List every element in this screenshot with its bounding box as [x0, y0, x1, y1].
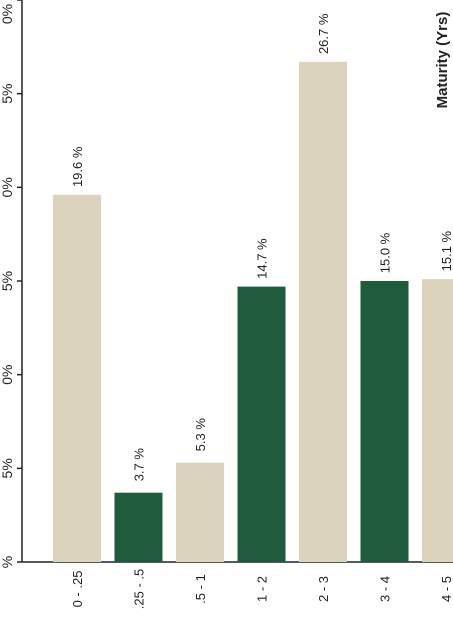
- category-label: 4 - 5: [439, 576, 453, 602]
- data-label: 5.3 %: [193, 418, 208, 452]
- bar: [299, 61, 347, 562]
- bar: [176, 462, 224, 562]
- data-label: 26.7 %: [316, 13, 331, 54]
- value-tick-label: %: [0, 556, 15, 568]
- category-label: 0 - .25: [70, 571, 85, 608]
- value-tick-label: 0%: [0, 4, 15, 24]
- category-label: 3 - 4: [378, 576, 393, 602]
- value-tick-label: 5%: [0, 458, 15, 478]
- bar: [53, 194, 101, 562]
- value-tick-label: 0%: [0, 177, 15, 197]
- category-label: 1 - 2: [255, 576, 270, 602]
- data-label: 15.1 %: [439, 230, 453, 271]
- bar: [360, 281, 409, 562]
- bar: [422, 279, 453, 562]
- category-label: 2 - 3: [316, 576, 331, 602]
- bar: [114, 492, 163, 562]
- value-tick-label: 5%: [0, 271, 15, 291]
- data-label: 3.7 %: [132, 448, 147, 482]
- data-label: 15.0 %: [378, 232, 393, 273]
- category-label: .5 - 1: [193, 574, 208, 604]
- value-axis-ticks: % 5% 0% 5% 0% 5% 0%: [0, 0, 22, 568]
- data-label: 14.7 %: [255, 238, 270, 279]
- value-tick-label: 5%: [0, 84, 15, 104]
- x-axis-title: Maturity (Yrs): [434, 12, 451, 109]
- data-label: 19.6 %: [70, 146, 85, 187]
- bars: [53, 61, 453, 562]
- value-tick-label: 0%: [0, 365, 15, 385]
- category-labels: 0 - .25 .25 - .5 .5 - 1 1 - 2 2 - 3 3 - 4 4 - …: [70, 569, 453, 609]
- bar: [237, 286, 286, 562]
- category-label: .25 - .5: [132, 569, 147, 609]
- data-labels: 19.6 % 3.7 % 5.3 % 14.7 % 26.7 % 15.0 % 15.1 %: [70, 13, 453, 481]
